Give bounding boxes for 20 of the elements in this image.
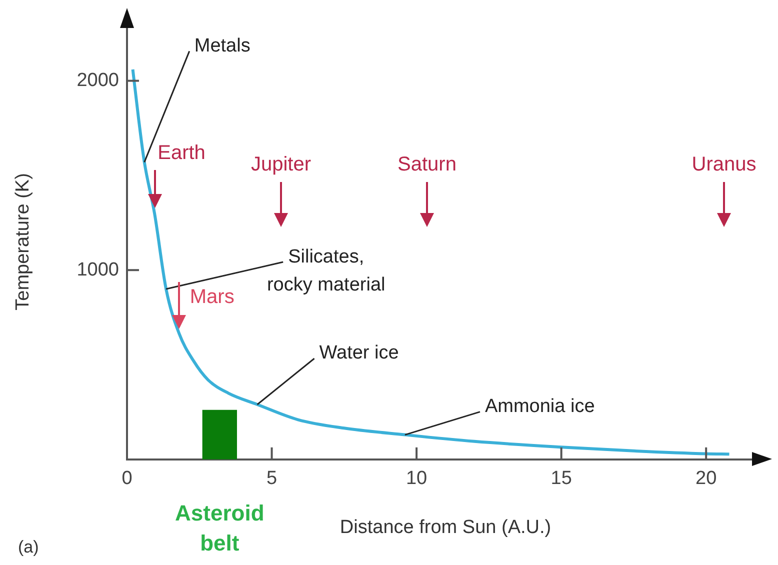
- y-axis-title: Temperature (K): [12, 173, 34, 310]
- annotation: Mars: [190, 286, 234, 308]
- annotation: Silicates, rocky material: [266, 246, 386, 296]
- annotation: Metals: [194, 35, 250, 56]
- x-tick-label: 0: [122, 468, 132, 490]
- text: Asteroid belt: [175, 500, 264, 556]
- text: (a): [18, 538, 39, 557]
- y-tick-label: 2000: [76, 70, 119, 92]
- annotation: Earth: [158, 142, 206, 164]
- x-tick-label: 15: [550, 468, 572, 490]
- annotation: Saturn: [398, 154, 456, 176]
- annotation: Jupiter: [250, 154, 312, 176]
- x-tick-label: 10: [406, 468, 428, 490]
- annotation: Uranus: [692, 154, 756, 176]
- annotation: Ammonia ice: [484, 396, 595, 418]
- y-tick-label: 1000: [76, 259, 119, 280]
- x-axis-title: Distance from Sun (A.U.): [340, 516, 552, 538]
- annotation: Water ice: [319, 342, 399, 364]
- x-tick-label: 5: [266, 468, 278, 490]
- x-tick-label: 20: [696, 468, 717, 490]
